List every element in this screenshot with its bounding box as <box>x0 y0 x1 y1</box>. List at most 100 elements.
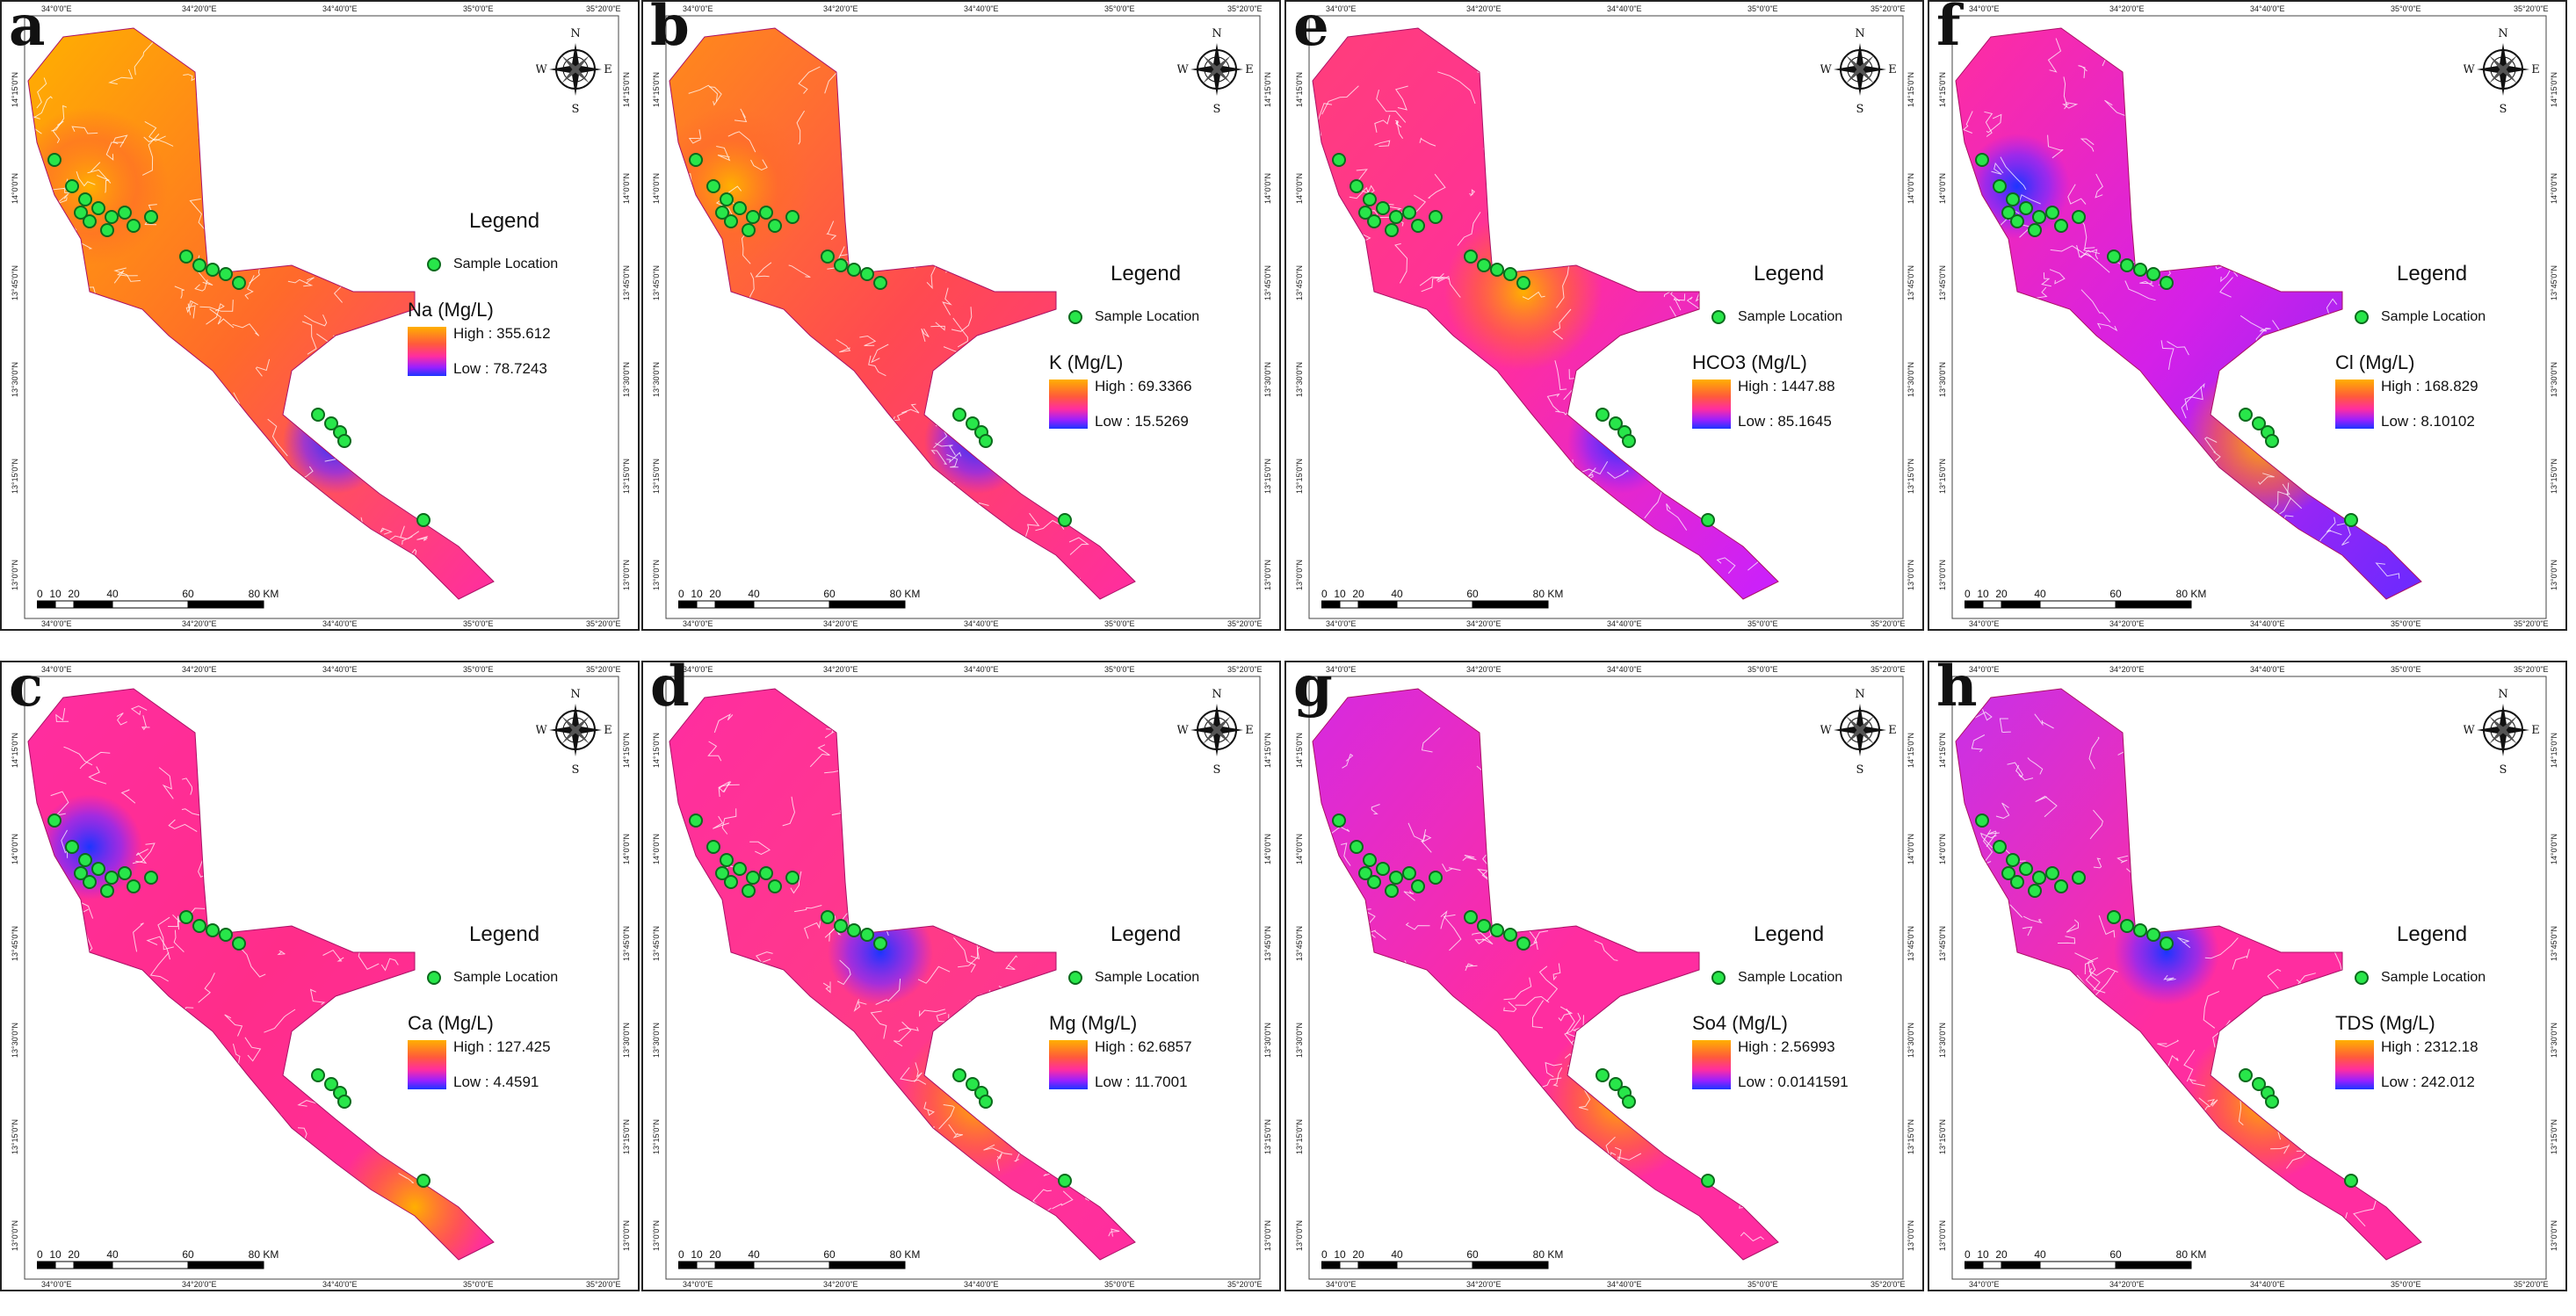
stream-line <box>2326 1240 2343 1260</box>
stream-line <box>1492 1106 1530 1118</box>
scalebar-label: 40 <box>2034 1249 2046 1261</box>
stream-line <box>676 935 696 945</box>
stream-line <box>1003 1095 1024 1110</box>
stream-line <box>849 103 878 116</box>
sample-location-marker <box>2054 219 2068 233</box>
stream-line <box>155 1073 178 1096</box>
stream-line <box>1647 1088 1664 1121</box>
stream-line <box>2196 82 2220 126</box>
stream-line <box>1663 560 1679 580</box>
scale-bar: 0 10 20 40 60 80 KM <box>37 589 327 615</box>
scalebar-label: 0 <box>37 589 43 600</box>
stream-line <box>2063 76 2068 110</box>
stream-line <box>113 267 141 282</box>
stream-line <box>320 812 344 843</box>
stream-line <box>1329 922 1360 937</box>
stream-line <box>45 277 66 294</box>
stream-line <box>2000 156 2027 190</box>
stream-line <box>131 1177 146 1195</box>
latitude-label-left: 13°15'0"N <box>652 458 661 494</box>
stream-line <box>2252 1182 2263 1199</box>
stream-line <box>836 959 851 986</box>
stream-line <box>1086 199 1103 215</box>
map-canvas <box>1951 15 2547 619</box>
latitude-label-right: 14°15'0"N <box>622 71 631 107</box>
stream-line <box>303 314 328 327</box>
stream-line <box>1321 85 1359 115</box>
stream-line <box>938 1104 955 1130</box>
stream-line <box>1007 358 1025 377</box>
stream-line <box>2241 192 2254 221</box>
stream-line <box>1453 451 1477 470</box>
legend-sample-row: Sample Location <box>1692 970 1921 986</box>
stream-line <box>2258 473 2275 485</box>
longitude-label-bottom: 35°0'0"E <box>463 619 494 628</box>
latitude-label-left: 14°15'0"N <box>1295 71 1304 107</box>
longitude-label-bottom: 34°40'0"E <box>964 1280 999 1289</box>
stream-line <box>832 1145 842 1169</box>
stream-line <box>2006 1005 2016 1032</box>
stream-line <box>994 838 1009 860</box>
stream-line <box>69 443 91 456</box>
compass-n-label: N <box>2498 688 2507 701</box>
stream-line <box>55 708 69 722</box>
stream-line <box>1496 1075 1507 1105</box>
stream-line <box>821 478 833 488</box>
compass-w-label: W <box>2464 63 2475 76</box>
stream-line <box>2290 100 2300 107</box>
longitude-label-bottom: 35°0'0"E <box>1104 619 1135 628</box>
sample-location-marker <box>2010 875 2024 889</box>
longitude-label-bottom: 34°20'0"E <box>2109 619 2145 628</box>
stream-line <box>1111 763 1125 781</box>
stream-line <box>215 86 233 105</box>
stream-line <box>1476 59 1487 76</box>
sample-location-marker <box>2001 866 2015 880</box>
stream-line <box>908 698 934 709</box>
longitude-label-top: 35°20'0"E <box>2514 665 2549 674</box>
stream-line <box>713 713 734 734</box>
latitude-label-left: 13°45'0"N <box>1938 925 1947 961</box>
stream-line <box>914 1062 923 1082</box>
sample-location-symbol <box>427 971 441 985</box>
stream-line <box>1697 54 1714 69</box>
scalebar-label: 40 <box>1391 1249 1403 1261</box>
stream-line <box>676 258 688 271</box>
stream-line <box>1457 533 1485 553</box>
sample-location-marker <box>74 866 88 880</box>
stream-line <box>1976 1088 1998 1110</box>
latitude-label-right: 14°15'0"N <box>622 732 631 768</box>
stream-line <box>264 879 278 891</box>
stream-line <box>72 543 90 553</box>
latitude-label-right: 13°15'0"N <box>622 458 631 494</box>
stream-line <box>2172 48 2187 61</box>
stream-line <box>927 1152 947 1174</box>
latitude-label-left: 13°30'0"N <box>1938 1022 1947 1058</box>
sample-location-marker <box>1058 513 1072 527</box>
stream-line <box>702 388 725 398</box>
stream-line <box>1031 417 1040 429</box>
compass-w-label: W <box>1177 63 1189 76</box>
stream-line <box>2006 1098 2017 1126</box>
stream-line <box>1108 890 1135 916</box>
sample-location-marker <box>2006 192 2020 206</box>
low-value-label: Low : 15.5269 <box>1095 413 1189 430</box>
sample-location-marker <box>720 853 734 867</box>
stream-line <box>1313 1120 1328 1155</box>
sample-location-marker <box>706 179 720 193</box>
stream-line <box>1956 153 1966 163</box>
stream-line <box>1318 394 1339 416</box>
stream-line <box>831 1145 851 1153</box>
stream-line <box>1638 547 1648 566</box>
sample-location-marker <box>2019 862 2033 876</box>
sample-location-marker <box>746 210 760 224</box>
stream-line <box>917 1199 930 1211</box>
stream-line <box>340 820 359 830</box>
stream-line <box>1711 717 1728 744</box>
map-panel-h: 34°0'0"E 34°0'0"E 34°20'0"E 34°20'0"E 34°40'… <box>1928 659 2567 1291</box>
stream-line <box>83 335 96 357</box>
stream-line <box>915 536 932 542</box>
stream-line <box>2240 714 2254 729</box>
sample-location-marker <box>1477 258 1491 272</box>
stream-line <box>2115 421 2142 457</box>
stream-line <box>1480 407 1502 432</box>
